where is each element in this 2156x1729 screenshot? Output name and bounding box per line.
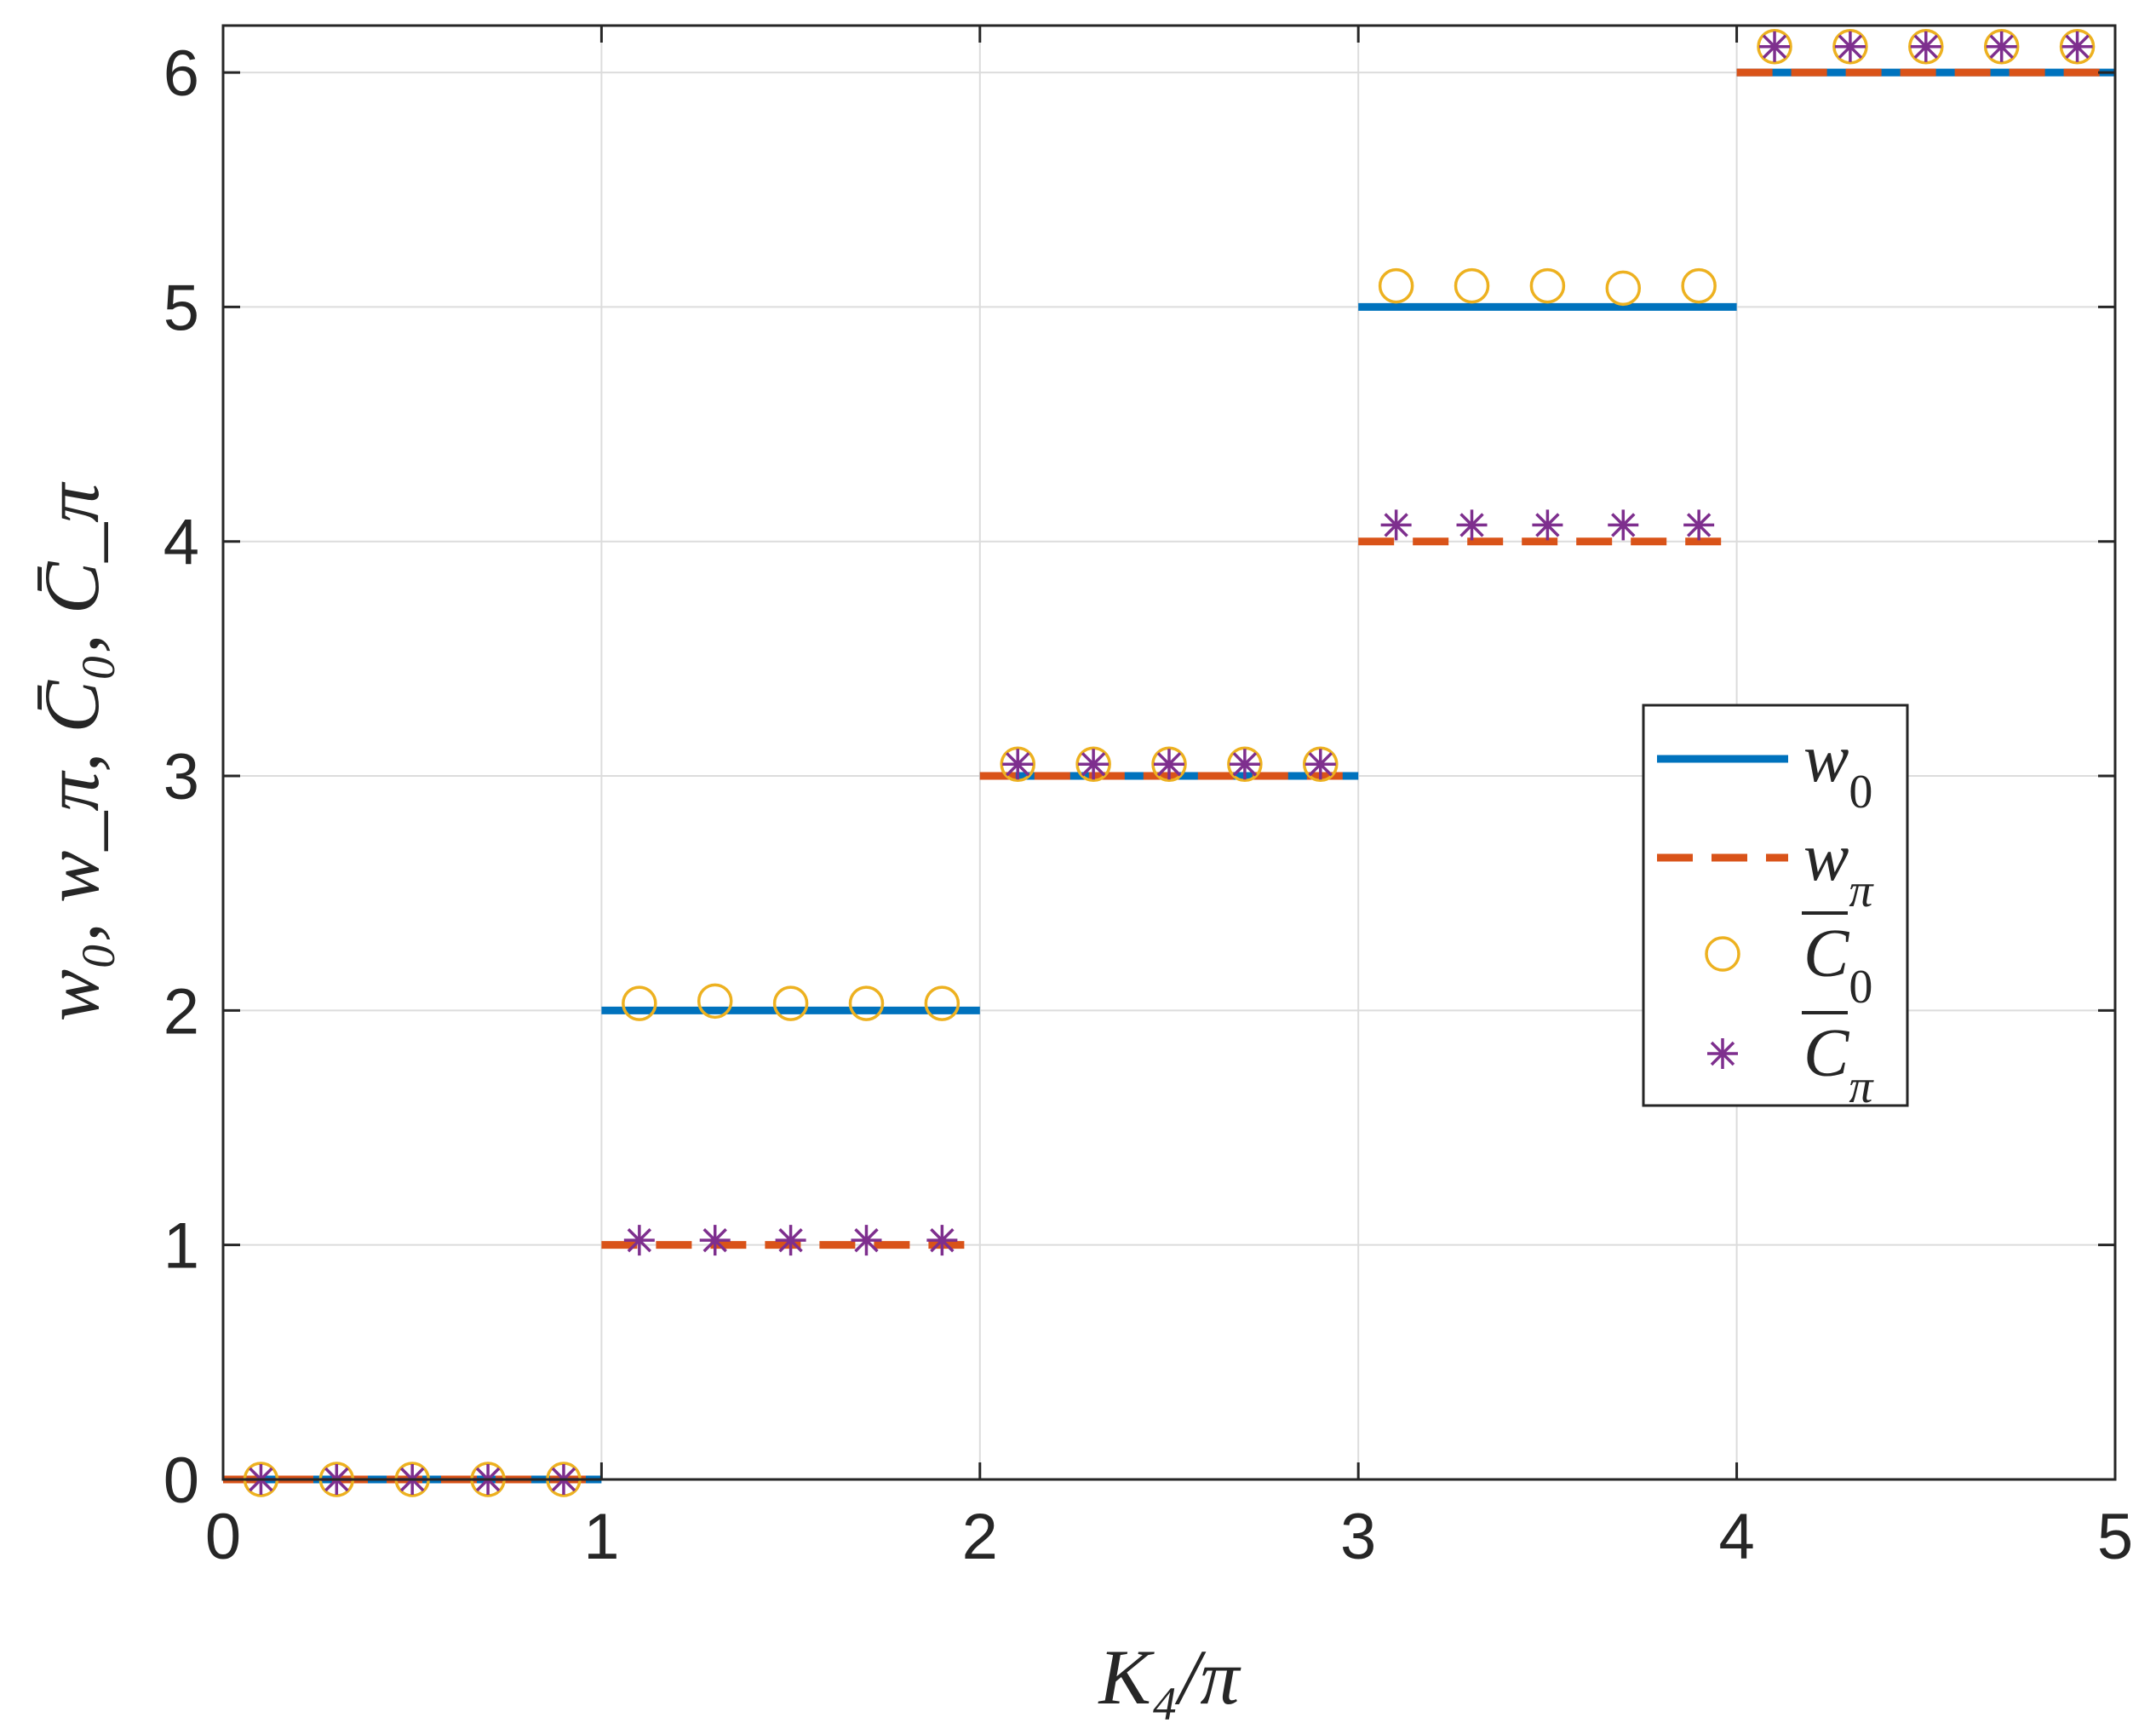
series-4-point [623, 1225, 655, 1256]
x-tick-label: 5 [2097, 1501, 2133, 1573]
series-4-point [1532, 509, 1563, 541]
y-axis-label: w₀, w_π, C̄₀, C̄_π [28, 481, 115, 1022]
series-4-point [1154, 749, 1184, 780]
series-4-point [1986, 31, 2017, 62]
series-3-point [1983, 29, 2020, 65]
series-4-point [851, 1225, 882, 1256]
series-3-point [697, 983, 733, 1020]
y-tick-label: 5 [163, 272, 199, 344]
legend-label: Cπ [1803, 1016, 1874, 1113]
legend-label: wπ [1803, 820, 1874, 917]
series-4-point [1304, 749, 1336, 780]
series-4-point [1229, 749, 1260, 780]
legend-item-3: C0 [1705, 911, 1872, 1014]
series-3-point [848, 985, 885, 1021]
series-3-point [2059, 29, 2096, 65]
legend-item-2: wπ [1657, 820, 1874, 917]
series-4-point [1683, 509, 1715, 541]
series-4-point [1834, 31, 1866, 62]
series-3-point [772, 985, 809, 1021]
series-3-point [1681, 267, 1717, 304]
series-4-point [1910, 31, 1941, 62]
series-4-point [1078, 749, 1110, 780]
series-4-point [1608, 509, 1639, 541]
series-3-point [1832, 29, 1868, 65]
series-3-point [1454, 267, 1490, 304]
legend-swatch [1705, 936, 1740, 972]
x-tick-label: 4 [1718, 1501, 1754, 1573]
series-3-point [1000, 746, 1035, 783]
series-3-point [1151, 746, 1187, 783]
series-4-point [1759, 31, 1791, 62]
series-3-point [1303, 746, 1339, 783]
axes-box [221, 24, 2117, 1481]
tick-labels: 0 1 2 3 4 5 0 1 2 3 4 5 6 [163, 37, 2133, 1573]
x-tick-label: 1 [583, 1501, 619, 1573]
series-3-point [1605, 270, 1642, 307]
series-4-point [1002, 749, 1034, 780]
x-tick-label: 2 [962, 1501, 998, 1573]
y-tick-label: 2 [163, 975, 199, 1048]
y-tick-label: 6 [163, 37, 199, 110]
series-3-point [1757, 29, 1792, 65]
series-3-point [1075, 746, 1111, 783]
y-tick-label: 1 [163, 1210, 199, 1283]
y-tick-label: 0 [163, 1445, 199, 1517]
legend-label: w0 [1803, 721, 1872, 819]
series-4-point [1380, 509, 1412, 541]
series-3-point [1227, 746, 1263, 783]
series-3-point [1378, 267, 1414, 304]
series-3-point [622, 985, 657, 1021]
series-3-point [1529, 267, 1566, 304]
legend-item-1: w0 [1657, 721, 1872, 819]
legend-item-4: Cπ [1707, 1011, 1874, 1113]
series-4-point [775, 1225, 806, 1256]
legend-swatch [1707, 1038, 1738, 1069]
series-4-point [926, 1225, 958, 1256]
x-axis-label: K₄/π [1098, 1634, 1242, 1720]
x-tick-label: 0 [205, 1501, 241, 1573]
y-tick-label: 4 [163, 507, 199, 579]
legend-label: C0 [1803, 916, 1872, 1014]
legend-box [1642, 704, 1909, 1107]
series-4-point [1456, 509, 1488, 541]
series-3-point [924, 985, 960, 1021]
axis-ticks [221, 26, 2117, 1481]
series-3-point [1908, 29, 1944, 65]
x-tick-label: 3 [1340, 1501, 1376, 1573]
series-4-point [699, 1225, 731, 1256]
series-4-point [2061, 31, 2093, 62]
y-tick-label: 3 [163, 741, 199, 813]
